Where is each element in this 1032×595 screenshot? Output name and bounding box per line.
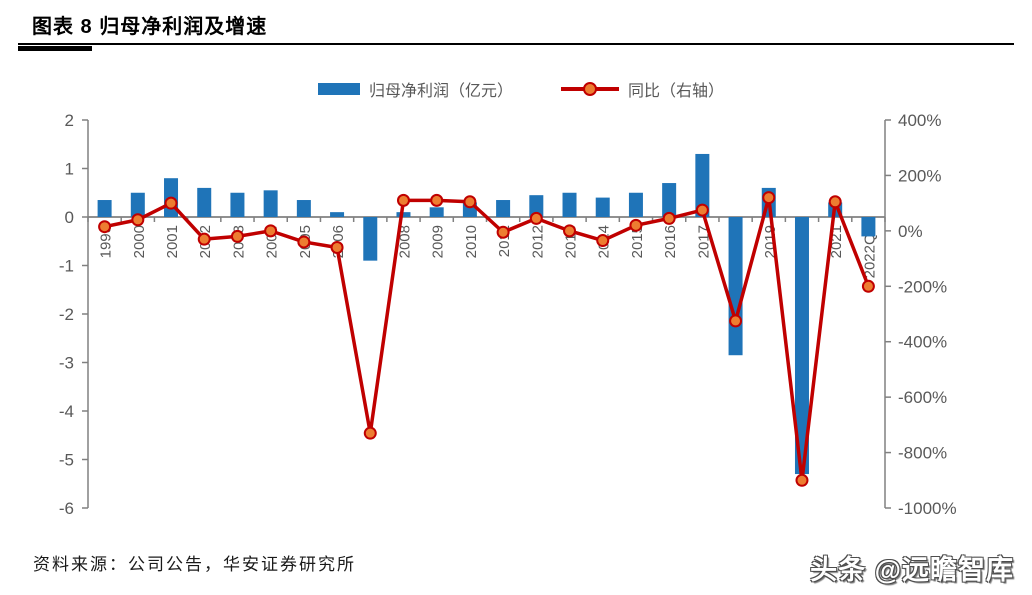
bar-2000 bbox=[130, 192, 145, 217]
y-axis-left-tick-label: -4 bbox=[59, 402, 74, 421]
yoy-marker-2015 bbox=[629, 218, 643, 232]
bar-2008 bbox=[396, 212, 411, 217]
yoy-marker-2011 bbox=[496, 225, 510, 239]
x-axis-category-label: 2022Q1 bbox=[861, 225, 878, 278]
legend-item-yoy[interactable]: 同比（右轴） bbox=[561, 77, 724, 101]
y-axis-right-tick-label: -600% bbox=[898, 388, 947, 407]
yoy-marker-2018 bbox=[729, 314, 743, 328]
bar-2004 bbox=[263, 190, 278, 217]
y-axis-left-tick-label: 0 bbox=[65, 208, 74, 227]
yoy-marker-2000 bbox=[131, 213, 145, 227]
bar-2005 bbox=[296, 200, 311, 217]
x-axis-category-label: 2012 bbox=[529, 225, 546, 258]
y-axis-left-tick-label: -3 bbox=[59, 354, 74, 373]
x-axis-category-label: 2001 bbox=[164, 225, 181, 258]
yoy-marker-2022Q1 bbox=[861, 279, 875, 293]
bar-2011 bbox=[496, 200, 511, 217]
yoy-marker-2016 bbox=[662, 211, 676, 225]
yoy-marker-2013 bbox=[563, 224, 577, 238]
bar-2013 bbox=[562, 192, 577, 217]
x-axis-category-label: 2009 bbox=[430, 225, 447, 258]
x-axis-category-label: 1999 bbox=[98, 225, 115, 258]
title-underline-tab bbox=[18, 46, 92, 51]
x-axis-category-label: 2000 bbox=[131, 225, 148, 258]
x-axis-category-label: 2016 bbox=[662, 225, 679, 258]
x-axis-category-label: 2010 bbox=[463, 225, 480, 258]
bar-2020 bbox=[794, 217, 809, 475]
yoy-marker-2002 bbox=[197, 232, 211, 246]
yoy-marker-1999 bbox=[98, 220, 112, 234]
yoy-marker-2005 bbox=[297, 235, 311, 249]
bar-2015 bbox=[628, 192, 643, 217]
y-axis-right-tick-label: 0% bbox=[898, 222, 923, 241]
y-axis-right-tick-label: -400% bbox=[898, 333, 947, 352]
bar-2003 bbox=[230, 192, 245, 217]
line-series-swatch bbox=[561, 82, 620, 96]
bar-2002 bbox=[197, 187, 212, 217]
line-marker-icon bbox=[583, 82, 598, 96]
y-axis-left-tick-label: -5 bbox=[59, 451, 74, 470]
legend-label-net-profit: 归母净利润（亿元） bbox=[369, 83, 514, 100]
bar-2016 bbox=[662, 183, 677, 217]
yoy-marker-2009 bbox=[430, 193, 444, 207]
page-title: 图表 8 归母净利润及增速 bbox=[32, 16, 268, 38]
y-axis-left-tick-label: -6 bbox=[59, 499, 74, 518]
legend-item-net-profit[interactable]: 归母净利润（亿元） bbox=[318, 77, 513, 101]
y-axis-right-tick-label: -800% bbox=[898, 444, 947, 463]
bar-2022Q1 bbox=[861, 217, 876, 237]
y-axis-right-tick-label: 400% bbox=[898, 111, 941, 130]
bar-series-swatch bbox=[318, 83, 360, 95]
x-axis-category-label: 2008 bbox=[396, 225, 413, 258]
yoy-marker-2003 bbox=[230, 229, 244, 243]
bar-1999 bbox=[97, 200, 112, 217]
legend-label-yoy: 同比（右轴） bbox=[628, 83, 725, 100]
yoy-marker-2020 bbox=[795, 473, 809, 487]
yoy-marker-2008 bbox=[396, 193, 410, 207]
y-axis-left-tick-label: 1 bbox=[65, 160, 74, 179]
bar-2012 bbox=[529, 195, 544, 217]
yoy-marker-2021 bbox=[828, 195, 842, 209]
bar-2006 bbox=[330, 212, 345, 217]
y-axis-right-tick-label: 200% bbox=[898, 166, 941, 185]
bar-2018 bbox=[728, 217, 743, 356]
yoy-growth-line bbox=[102, 195, 871, 483]
yoy-marker-2007 bbox=[363, 426, 377, 440]
yoy-marker-2012 bbox=[529, 211, 543, 225]
yoy-marker-2017 bbox=[695, 203, 709, 217]
yoy-marker-2019 bbox=[762, 191, 776, 205]
chart-legend: 归母净利润（亿元） 同比（右轴） bbox=[318, 77, 724, 101]
yoy-marker-2010 bbox=[463, 195, 477, 209]
bar-2009 bbox=[429, 207, 444, 217]
x-axis-category-label: 2015 bbox=[629, 225, 646, 258]
yoy-marker-2006 bbox=[330, 240, 344, 254]
yoy-marker-2014 bbox=[596, 234, 610, 248]
y-axis-right-tick-label: -200% bbox=[898, 277, 947, 296]
y-axis-left-tick-label: 2 bbox=[65, 111, 74, 130]
y-axis-right-tick-label: -1000% bbox=[898, 499, 957, 518]
title-underline bbox=[18, 43, 1014, 45]
bar-2017 bbox=[695, 153, 710, 217]
yoy-marker-2004 bbox=[264, 224, 278, 238]
watermark: 头条 @远瞻智库 bbox=[810, 555, 1014, 585]
yoy-marker-2001 bbox=[164, 196, 178, 210]
y-axis-left-tick-label: -2 bbox=[59, 305, 74, 324]
y-axis-left-tick-label: -1 bbox=[59, 257, 74, 276]
bar-2007 bbox=[363, 217, 378, 261]
source-note: 资料来源：公司公告，华安证券研究所 bbox=[33, 555, 356, 574]
bar-2014 bbox=[595, 197, 610, 217]
